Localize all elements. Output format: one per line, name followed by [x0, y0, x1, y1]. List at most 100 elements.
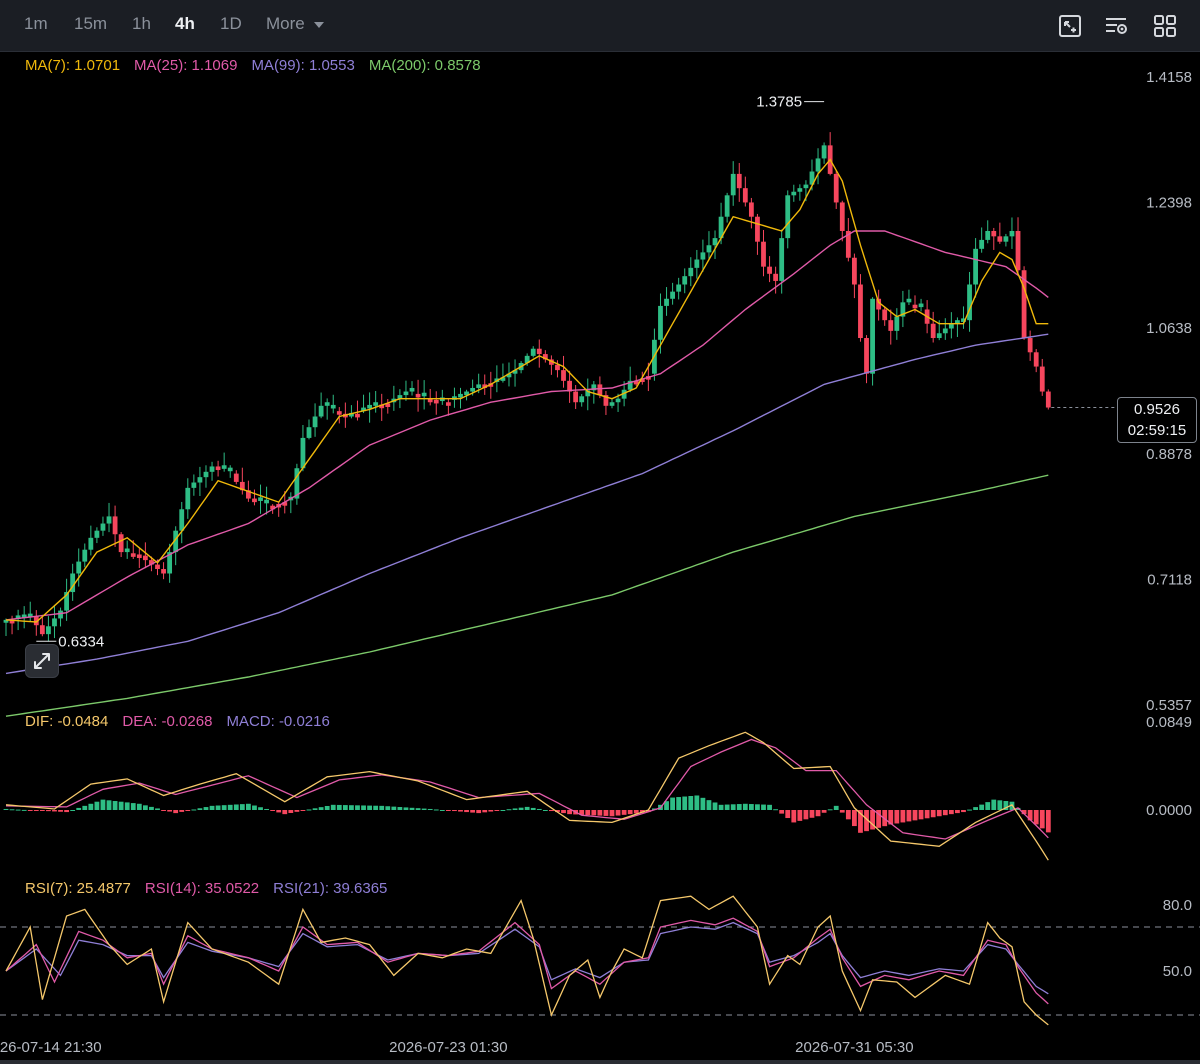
candle	[591, 381, 597, 404]
candle	[1027, 330, 1033, 361]
ma-legend: MA(7): 1.0701 MA(25): 1.1069 MA(99): 1.055…	[25, 57, 495, 74]
candle-body	[615, 398, 621, 403]
macd-histogram-bar	[203, 807, 209, 810]
candle	[918, 298, 924, 312]
macd-histogram-bar	[379, 805, 385, 810]
macd-histogram-bar	[979, 804, 985, 810]
candle	[864, 335, 869, 384]
macd-histogram-bar	[767, 804, 772, 810]
macd-histogram-bar	[797, 810, 803, 821]
candle	[767, 256, 772, 283]
price-tick-label: 1.0638	[1146, 320, 1192, 337]
candle	[264, 486, 269, 515]
macd-histogram-bar	[942, 810, 948, 816]
candle-body	[373, 402, 379, 406]
candle-body	[124, 548, 130, 553]
macd-histogram-bar	[670, 797, 675, 810]
candle-body	[112, 516, 118, 535]
trading-chart[interactable]: 1.3785 0.6334 1.4158 1.2398 1.0638 0.8878 0.7…	[0, 52, 1200, 1060]
high-price-label: 1.3785	[756, 94, 802, 111]
layout-grid-icon[interactable]	[1152, 13, 1178, 39]
chart-scrollbar[interactable]	[0, 1060, 1200, 1064]
candle-body	[633, 380, 639, 385]
candle	[58, 607, 63, 627]
candle	[439, 389, 445, 405]
candle	[142, 542, 148, 569]
macd-histogram-bar	[682, 796, 688, 810]
candle	[833, 170, 839, 209]
candle	[185, 478, 191, 519]
rsi7-line	[5, 895, 1049, 1026]
chart-type-icon[interactable]	[1057, 13, 1083, 39]
candle	[979, 227, 985, 253]
candle-body	[779, 238, 785, 281]
candle	[494, 365, 500, 393]
macd-histogram-bar	[676, 797, 682, 810]
candle	[736, 162, 742, 202]
candle-body	[767, 266, 772, 274]
candle-body	[906, 298, 912, 303]
macd-histogram-bar	[542, 810, 548, 811]
timeframe-1m[interactable]: 1m	[24, 14, 48, 33]
candle-body	[142, 555, 148, 561]
macd-histogram-bar	[821, 810, 827, 813]
candle-body	[464, 391, 469, 396]
macd-histogram-bar	[948, 810, 954, 815]
macd-histogram-bar	[27, 810, 33, 811]
expand-chart-button[interactable]	[25, 644, 59, 678]
candle-body	[948, 323, 954, 329]
macd-histogram-bar	[82, 805, 88, 810]
macd-histogram-bar	[1033, 810, 1039, 825]
timeframe-4h[interactable]: 4h	[175, 14, 195, 33]
candle	[312, 403, 318, 437]
macd-histogram-bar	[615, 810, 621, 816]
macd-histogram-bar	[506, 809, 512, 811]
timeframe-15m[interactable]: 15m	[74, 14, 108, 33]
macd-histogram-bar	[918, 810, 924, 820]
macd-histogram-bar	[118, 801, 124, 810]
candle-body	[900, 302, 906, 317]
rsi14-line	[5, 917, 1049, 1005]
macd-histogram-bar	[839, 810, 845, 813]
candle-body	[312, 416, 318, 428]
candle-body	[185, 487, 191, 510]
macd-histogram-bar	[833, 805, 839, 810]
candle	[64, 578, 69, 621]
macd-histogram-bar	[852, 810, 857, 827]
macd-legend: DIF: -0.0484 DEA: -0.0268 MACD: -0.0216	[25, 713, 344, 730]
macd-histogram-bar	[39, 810, 45, 811]
candle-body	[33, 616, 39, 626]
macd-histogram-bar	[730, 804, 736, 810]
candle-body	[1027, 338, 1033, 353]
candle-body	[409, 387, 415, 392]
macd-histogram-bar	[106, 800, 112, 810]
candle	[900, 290, 906, 328]
macd-histogram-bar	[1045, 810, 1051, 833]
candle-body	[470, 387, 476, 392]
candle	[306, 419, 312, 440]
candle-body	[82, 549, 88, 562]
candle-body	[1021, 270, 1027, 339]
macd-histogram-bar	[58, 810, 63, 812]
timeframe-1d[interactable]: 1D	[220, 14, 242, 33]
macd-histogram-bar	[264, 808, 269, 810]
macd-histogram-bar	[549, 810, 554, 812]
candle-body	[88, 537, 94, 550]
timeframe-1h[interactable]: 1h	[132, 14, 151, 33]
macd-histogram-bar	[700, 797, 706, 810]
candle-body	[670, 291, 675, 299]
candle-body	[639, 378, 645, 383]
candle	[785, 190, 791, 249]
candle-body	[579, 396, 585, 403]
macd-histogram-bar	[688, 796, 694, 810]
more-label: More	[266, 14, 305, 33]
indicator-settings-icon[interactable]	[1104, 13, 1130, 39]
candle-body	[882, 309, 888, 321]
candle	[482, 374, 488, 395]
macd-histogram-bar	[870, 810, 875, 830]
macd-histogram-bar	[270, 810, 276, 811]
candle	[870, 297, 875, 386]
macd-histogram-bar	[246, 803, 251, 810]
more-timeframes-button[interactable]: More	[266, 14, 325, 34]
macd-histogram-bar	[967, 809, 972, 811]
